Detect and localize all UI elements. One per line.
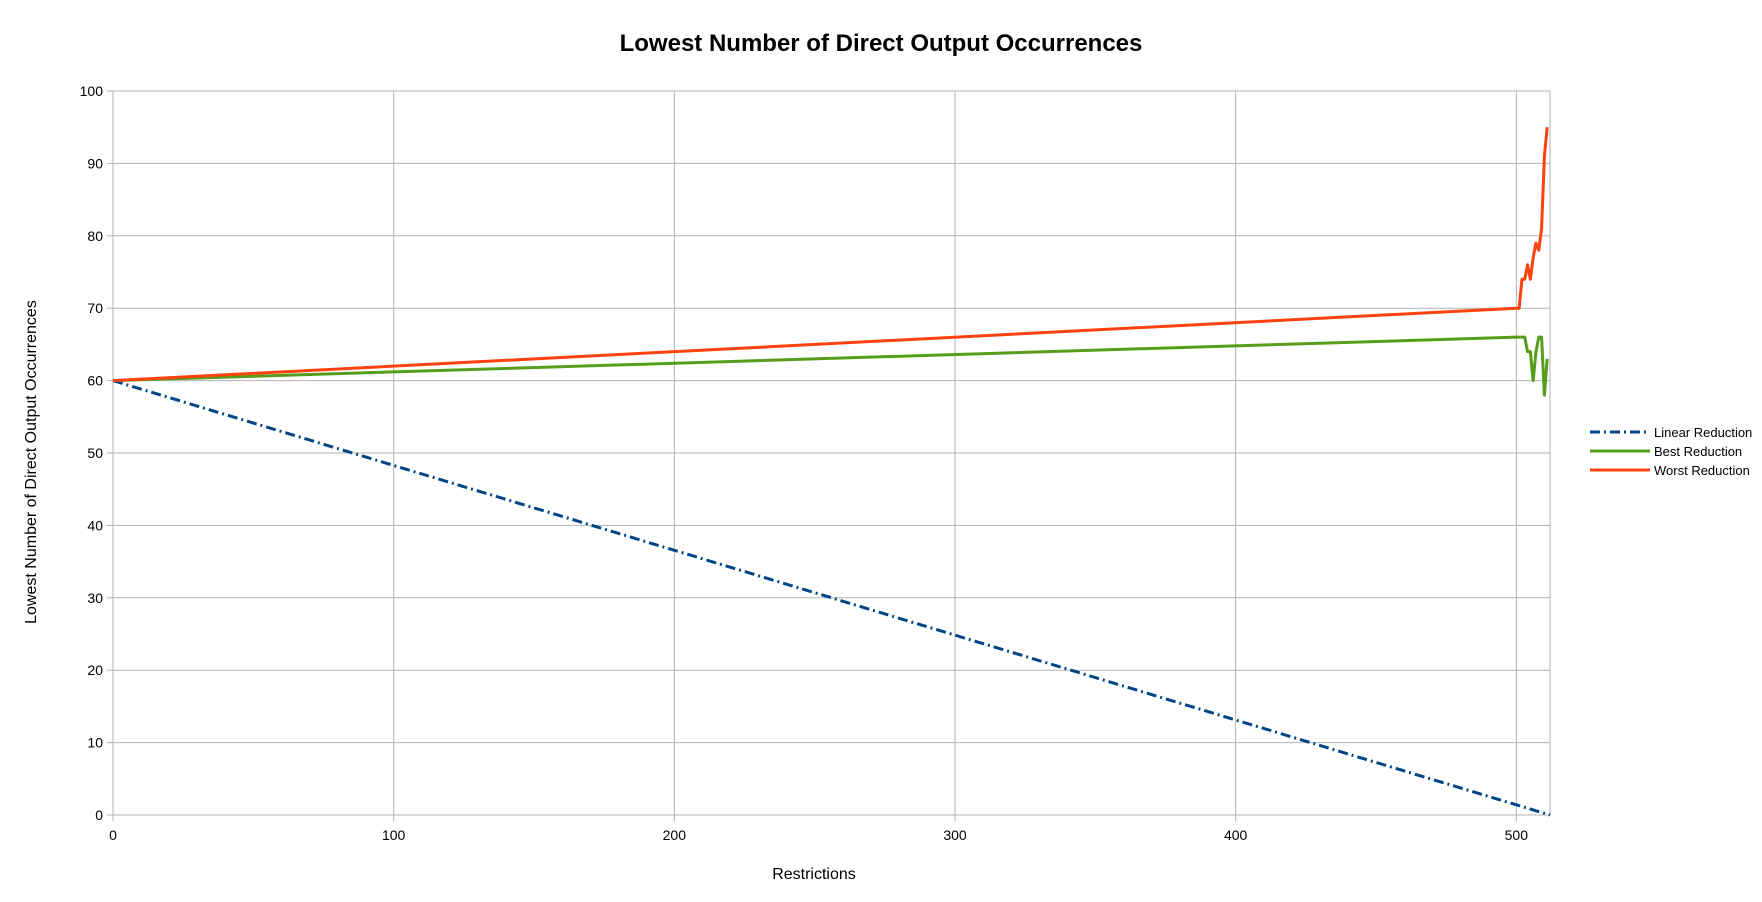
- y-tick-label: 40: [87, 517, 103, 533]
- x-tick-label: 200: [663, 827, 687, 843]
- y-tick-label: 50: [87, 445, 103, 461]
- y-tick-label: 80: [87, 228, 103, 244]
- y-axis-label: Lowest Number of Direct Output Occurrenc…: [23, 300, 40, 624]
- x-axis-label: Restrictions: [772, 866, 856, 883]
- x-tick-label: 500: [1505, 827, 1529, 843]
- y-tick-label: 0: [95, 807, 103, 823]
- y-tick-label: 30: [87, 590, 103, 606]
- x-tick-label: 0: [109, 827, 117, 843]
- grid-lines: [112, 90, 1550, 816]
- axis-ticks: 0 10 20 30 40 50 60 70 80 90 100 0 100 200 300 400 500: [80, 83, 1529, 843]
- y-tick-label: 10: [87, 735, 103, 751]
- series-line: [112, 335, 1549, 397]
- x-tick-label: 400: [1224, 827, 1248, 843]
- y-tick-label: 60: [87, 373, 103, 389]
- legend-label: Worst Reduction: [1654, 463, 1750, 478]
- x-tick-label: 300: [943, 827, 967, 843]
- legend: Linear Reduction Best Reduction Worst Redu…: [1590, 425, 1752, 478]
- legend-label: Best Reduction: [1654, 444, 1742, 459]
- y-tick-label: 70: [87, 300, 103, 316]
- legend-label: Linear Reduction: [1654, 425, 1752, 440]
- y-tick-label: 90: [87, 155, 103, 171]
- series-lines: [112, 127, 1551, 817]
- y-tick-label: 20: [87, 662, 103, 678]
- series-line: [112, 127, 1549, 383]
- chart-title: Lowest Number of Direct Output Occurrenc…: [620, 30, 1143, 57]
- y-tick-label: 100: [80, 83, 104, 99]
- x-tick-label: 100: [382, 827, 406, 843]
